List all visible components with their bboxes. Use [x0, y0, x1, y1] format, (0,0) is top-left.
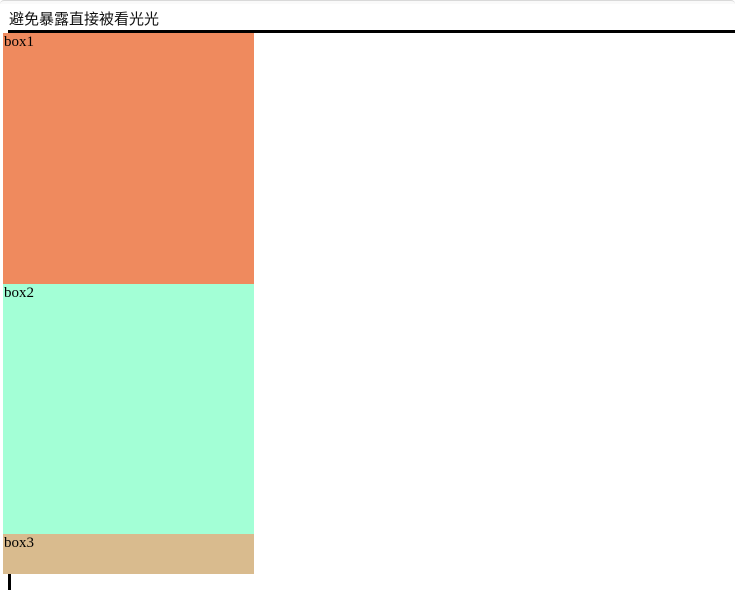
- box-1-label: box1: [4, 34, 34, 50]
- window-top-edge: [0, 0, 735, 4]
- page-title: 避免暴露直接被看光光: [9, 10, 160, 28]
- box-2: box2: [3, 284, 254, 534]
- box-3: box3: [3, 534, 254, 574]
- box-2-label: box2: [4, 285, 34, 301]
- box-3-label: box3: [4, 535, 34, 551]
- box-1: box1: [3, 33, 254, 284]
